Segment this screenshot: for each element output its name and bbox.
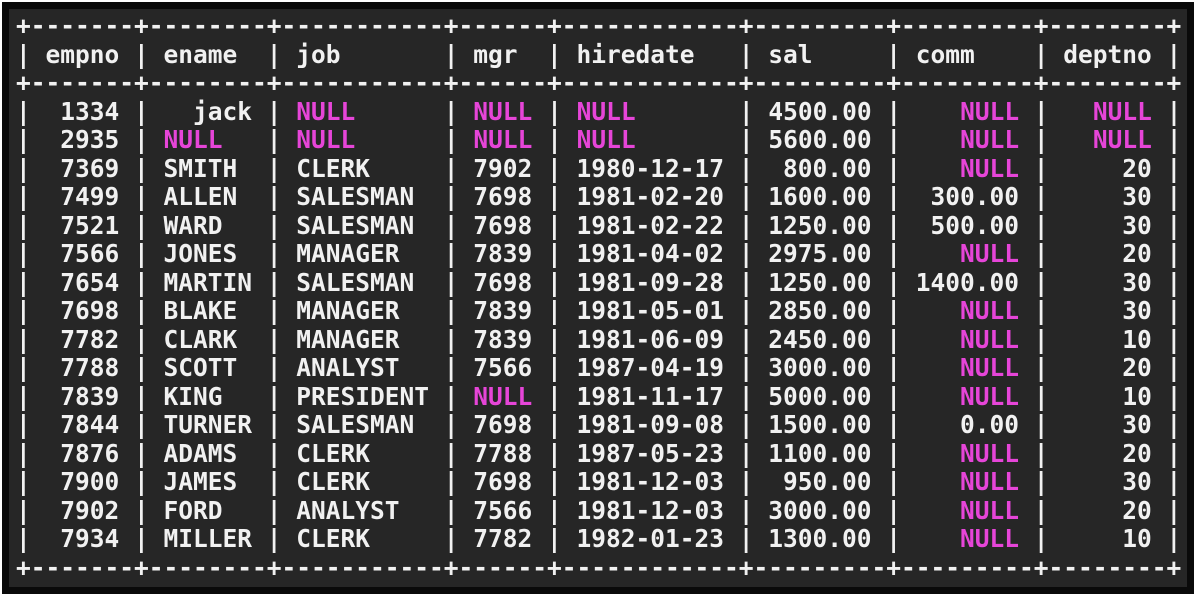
table-row: | 7369 | SMITH | CLERK | 7902 | 1980-12-… xyxy=(16,153,1182,183)
null-value: NULL xyxy=(960,125,1020,154)
table-row: | 2935 | NULL | NULL | NULL | NULL | 560… xyxy=(16,125,1182,154)
null-value: NULL xyxy=(473,381,533,411)
null-value: NULL xyxy=(960,353,1020,382)
table-row: | 7788 | SCOTT | ANALYST | 7566 | 1987-0… xyxy=(16,353,1182,382)
table-border-top: +-------+--------+-----------+------+---… xyxy=(16,11,1182,40)
table-row: | 7900 | JAMES | CLERK | 7698 | 1981-12-… xyxy=(16,467,1182,496)
null-value: NULL xyxy=(960,495,1020,525)
null-value: NULL xyxy=(576,96,636,126)
null-value: NULL xyxy=(473,125,533,154)
table-row: | 7566 | JONES | MANAGER | 7839 | 1981-0… xyxy=(16,239,1182,268)
null-value: NULL xyxy=(960,239,1020,268)
null-value: NULL xyxy=(296,125,356,154)
null-value: NULL xyxy=(576,125,636,154)
table-row: | 7698 | BLAKE | MANAGER | 7839 | 1981-0… xyxy=(16,296,1182,325)
sql-result-output: +-------+--------+-----------+------+---… xyxy=(9,9,1187,585)
table-row: | 7844 | TURNER | SALESMAN | 7698 | 1981… xyxy=(16,410,1182,439)
null-value: NULL xyxy=(960,153,1020,183)
table-header-row: | empno | ename | job | mgr | hiredate |… xyxy=(16,39,1182,69)
null-value: NULL xyxy=(960,467,1020,496)
table-row: | 7902 | FORD | ANALYST | 7566 | 1981-12… xyxy=(16,495,1182,525)
null-value: NULL xyxy=(960,381,1020,411)
table-row: | 7499 | ALLEN | SALESMAN | 7698 | 1981-… xyxy=(16,182,1182,211)
null-value: NULL xyxy=(960,324,1020,354)
table-row: | 7782 | CLARK | MANAGER | 7839 | 1981-0… xyxy=(16,324,1182,354)
null-value: NULL xyxy=(163,125,223,154)
table-row: | 7521 | WARD | SALESMAN | 7698 | 1981-0… xyxy=(16,210,1182,240)
table-row: | 7839 | KING | PRESIDENT | NULL | 1981-… xyxy=(16,381,1182,411)
null-value: NULL xyxy=(960,296,1020,325)
table-border-header: +-------+--------+-----------+------+---… xyxy=(16,68,1182,97)
null-value: NULL xyxy=(1092,125,1152,154)
table-row: | 7934 | MILLER | CLERK | 7782 | 1982-01… xyxy=(16,524,1182,553)
table-row: | 7876 | ADAMS | CLERK | 7788 | 1987-05-… xyxy=(16,438,1182,468)
null-value: NULL xyxy=(960,96,1020,126)
table-row: | 1334 | jack | NULL | NULL | NULL | 450… xyxy=(16,96,1182,126)
table-border-bottom: +-------+--------+-----------+------+---… xyxy=(16,552,1182,582)
null-value: NULL xyxy=(296,96,356,126)
null-value: NULL xyxy=(1092,96,1152,126)
null-value: NULL xyxy=(960,438,1020,468)
null-value: NULL xyxy=(473,96,533,126)
table-row: | 7654 | MARTIN | SALESMAN | 7698 | 1981… xyxy=(16,267,1182,297)
null-value: NULL xyxy=(960,524,1020,553)
